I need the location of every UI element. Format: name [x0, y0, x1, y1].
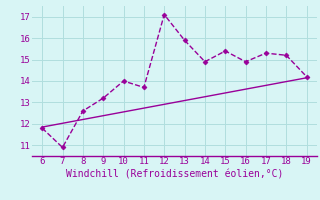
X-axis label: Windchill (Refroidissement éolien,°C): Windchill (Refroidissement éolien,°C) [66, 169, 283, 179]
